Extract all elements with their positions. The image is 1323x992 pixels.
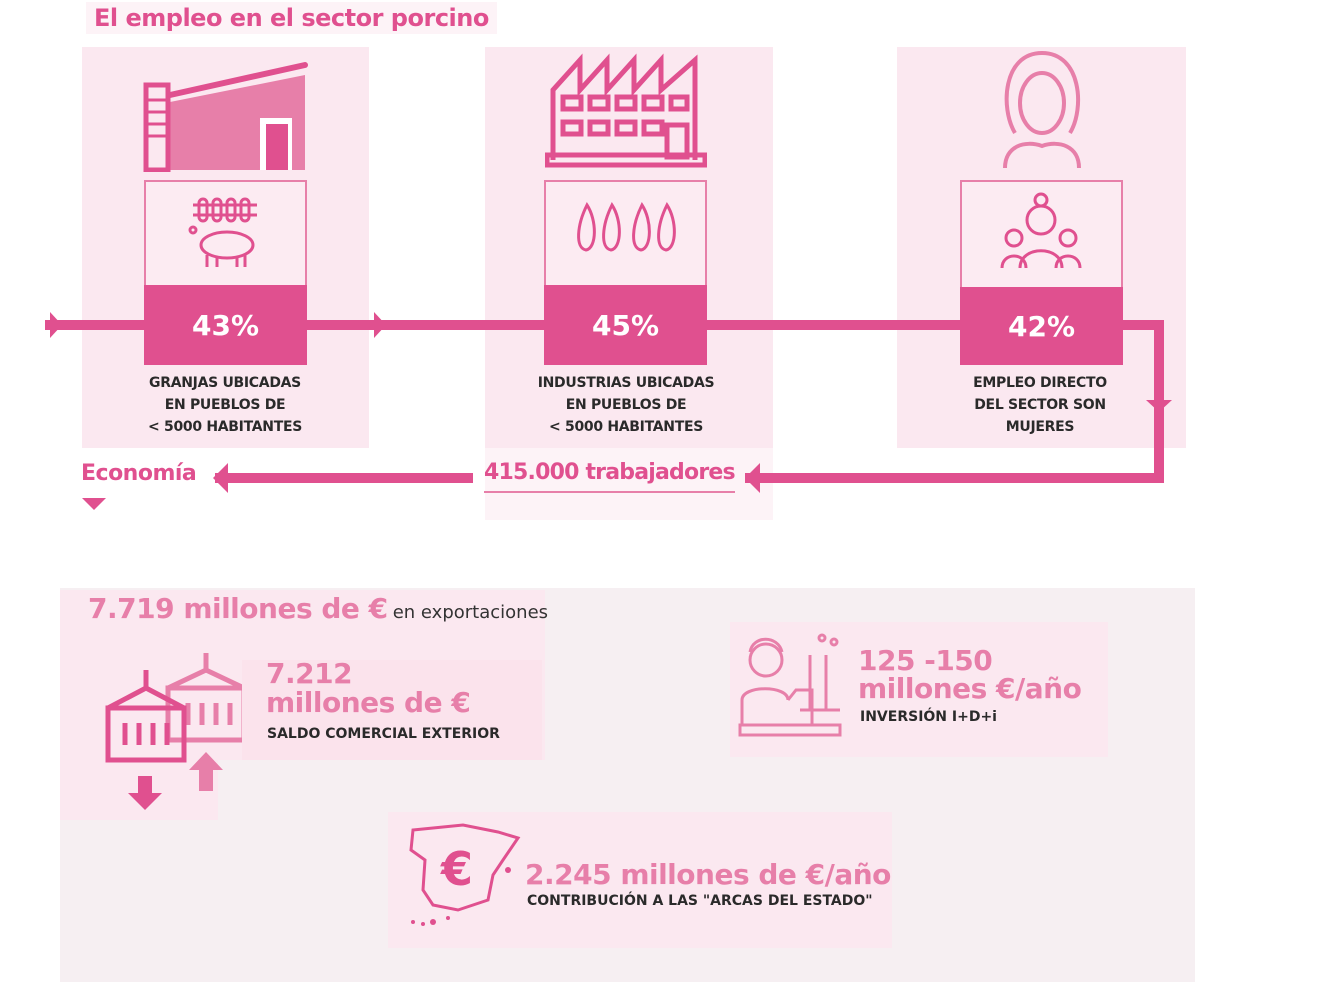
women-percent: 42%	[960, 287, 1123, 365]
containers-icon	[105, 653, 247, 810]
tax-block	[388, 812, 892, 948]
arrow-heads	[50, 312, 1172, 510]
tax-label: CONTRIBUCIÓN A LAS "ARCAS DEL ESTADO"	[527, 893, 873, 909]
page-title: El empleo en el sector porcino	[86, 2, 497, 34]
flow-line	[745, 473, 1164, 483]
trade-value-line2: millones de €	[266, 686, 471, 719]
label-line: EN PUEBLOS DE	[565, 397, 687, 413]
industry-percent: 45%	[544, 285, 707, 365]
tax-value: 2.245 millones de €/año	[525, 858, 891, 891]
ham-icon	[577, 202, 676, 252]
pig-farm-icon	[143, 62, 308, 172]
women-label: EMPLEO DIRECTO DEL SECTOR SON MUJERES	[925, 372, 1155, 438]
label-line: DEL SECTOR SON	[974, 397, 1106, 413]
pig-icon	[188, 197, 257, 267]
flow-line	[45, 320, 144, 330]
label-line: GRANJAS UBICADAS	[149, 375, 301, 391]
woman-icon	[1003, 50, 1081, 169]
arrow-right-icon	[50, 312, 62, 338]
exports-line: 7.719 millones de € en exportaciones	[88, 592, 548, 625]
factory-icon	[545, 53, 707, 168]
exports-value: 7.719 millones de €	[88, 592, 388, 625]
rnd-value-line1: 125 -150	[858, 644, 993, 677]
label-line: EN PUEBLOS DE	[164, 397, 286, 413]
scientist-icon	[738, 633, 842, 737]
arrow-down-icon	[82, 498, 106, 510]
label-line: EMPLEO DIRECTO	[973, 375, 1107, 391]
trade-label: SALDO COMERCIAL EXTERIOR	[267, 726, 500, 742]
women-workers-icon	[1000, 192, 1082, 269]
trade-value-line1: 7.212	[266, 657, 353, 690]
industry-label: INDUSTRIAS UBICADAS EN PUEBLOS DE < 5000 H…	[510, 372, 742, 438]
economy-heading: Economía	[81, 461, 197, 486]
farms-label: GRANJAS UBICADAS EN PUEBLOS DE < 5000 HABI…	[110, 372, 340, 438]
arrow-right-icon	[374, 312, 386, 338]
flow-line	[215, 473, 473, 483]
label-line: < 5000 HABITANTES	[148, 419, 302, 435]
label-line: INDUSTRIAS UBICADAS	[537, 375, 715, 391]
label-line: MUJERES	[1005, 419, 1075, 435]
rnd-label: INVERSIÓN I+D+i	[860, 709, 997, 725]
flow-line	[1123, 320, 1164, 330]
label-line: < 5000 HABITANTES	[549, 419, 703, 435]
arrow-left-icon	[745, 463, 760, 493]
arrow-left-icon	[213, 463, 228, 493]
trade-block	[242, 660, 542, 760]
flow-line	[307, 320, 544, 330]
euro-icon: €	[440, 842, 473, 896]
arrow-down-icon	[1146, 400, 1172, 412]
flow-line	[707, 320, 960, 330]
farms-percent: 43%	[144, 285, 307, 365]
spain-map-icon: €	[409, 823, 521, 926]
workers-panel	[485, 448, 773, 520]
workers-count: 415.000 trabajadores	[484, 460, 736, 493]
exports-suffix: en exportaciones	[392, 602, 549, 623]
rnd-value-line2: millones €/año	[858, 672, 1082, 705]
